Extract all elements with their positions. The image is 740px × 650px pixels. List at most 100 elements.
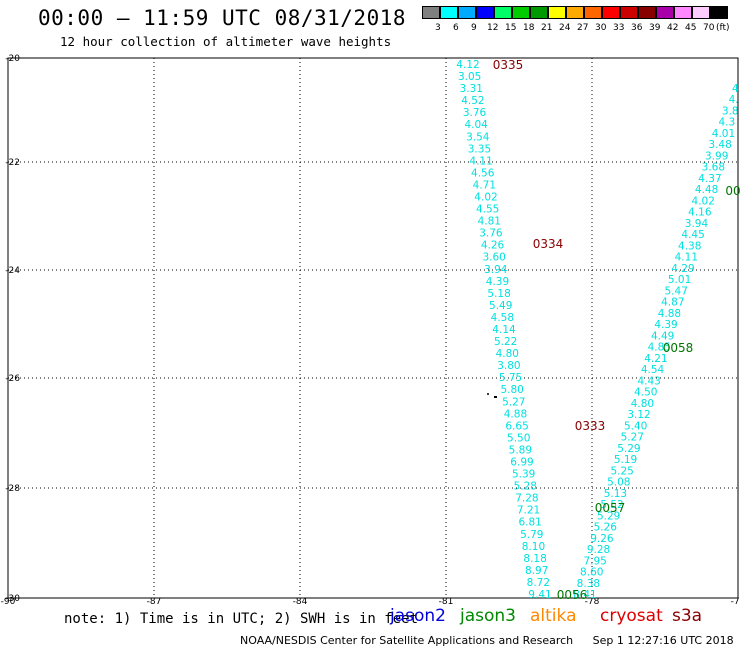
wave-height-value: 4.11: [675, 252, 698, 264]
color-swatch: [530, 6, 548, 19]
wave-height-value: 7.28: [515, 493, 538, 505]
pass-time-label: 00: [725, 184, 740, 198]
page-subtitle: 12 hour collection of altimeter wave hei…: [60, 34, 392, 49]
wave-height-value: 6.99: [510, 457, 533, 469]
wave-height-value: 4.71: [473, 179, 496, 191]
wave-height-value: 4.88: [504, 408, 527, 420]
wave-height-value: 4.39: [654, 319, 677, 331]
color-scale-label: 30: [595, 23, 607, 33]
wave-height-value: 4.29: [671, 263, 694, 275]
color-scale-label: 24: [559, 23, 571, 33]
wave-height-value: 7.21: [517, 505, 540, 517]
wave-height-value: 3.76: [479, 228, 503, 240]
wave-height-value: 3.76: [463, 107, 487, 119]
color-scale-label: 18: [523, 23, 535, 33]
wave-height-value: 4.54: [641, 364, 665, 376]
wave-height-value: 5.89: [509, 444, 532, 456]
wave-height-value: 6.81: [518, 517, 541, 529]
latitude-label: -22: [5, 158, 20, 168]
color-scale-label: 3: [435, 23, 441, 33]
wave-height-value: 5.27: [502, 396, 525, 408]
wave-height-value: 9.26: [590, 533, 614, 545]
wave-height-value: 4.21: [644, 353, 667, 365]
color-swatch: [710, 6, 728, 19]
wave-height-value: 4.81: [478, 216, 501, 228]
color-scale-label: 6: [453, 23, 459, 33]
color-swatch: [548, 6, 566, 19]
page-title: 00:00 – 11:59 UTC 08/31/2018: [38, 6, 407, 30]
data-point-marker: [487, 393, 489, 395]
wave-height-map[interactable]: -20-22-24-26-28-30-90-87-84-81-78-75 4.1…: [0, 0, 740, 605]
wave-height-value: 7.95: [583, 555, 606, 567]
wave-height-value: 3.94: [484, 264, 508, 276]
wave-height-value: 4.38: [678, 240, 701, 252]
wave-height-value: 8.38: [577, 578, 600, 590]
pass-time-label: 0335: [493, 58, 524, 72]
footer-source: NOAA/NESDIS Center for Satellite Applica…: [240, 634, 574, 647]
color-scale-label: 33: [613, 23, 625, 33]
latitude-label: -24: [5, 266, 20, 276]
color-swatch: [656, 6, 674, 19]
wave-height-value: 4.01: [712, 128, 735, 140]
wave-height-value: 5.27: [621, 432, 644, 444]
latitude-label: -30: [5, 594, 20, 604]
wave-height-value: 4.39: [486, 276, 509, 288]
wave-height-value: 3.8: [722, 105, 739, 117]
color-swatch: [692, 6, 710, 19]
longitude-label: -84: [293, 597, 308, 605]
wave-height-value: 4.55: [476, 204, 499, 216]
wave-height-value: 3.48: [708, 139, 731, 151]
longitude-label: -81: [439, 597, 454, 605]
wave-height-value: 5.26: [594, 522, 618, 534]
wave-height-value: 5.08: [607, 477, 630, 489]
wave-height-value: 5.18: [487, 288, 510, 300]
color-swatch: [458, 6, 476, 19]
wave-height-value: 4.80: [496, 348, 519, 360]
wave-height-value: 4.45: [681, 229, 704, 241]
satellite-name: jason3: [460, 606, 516, 626]
wave-height-value: 8.10: [522, 541, 545, 553]
wave-height-value: 6.65: [505, 420, 528, 432]
wave-height-value: 4.88: [658, 308, 681, 320]
wave-height-value: 4.80: [631, 398, 654, 410]
pass-time-label: 0057: [595, 501, 626, 515]
color-swatch: [566, 6, 584, 19]
wave-height-value: 9.28: [587, 544, 610, 556]
wave-height-value: 5.79: [520, 529, 543, 541]
color-scale-label: 36: [631, 23, 643, 33]
color-scale-label: 12: [487, 23, 499, 33]
longitude-label: -78: [585, 597, 600, 605]
wave-height-value: 8.60: [580, 567, 603, 579]
wave-height-value: 4.48: [695, 184, 718, 196]
wave-height-value: 4.52: [461, 95, 484, 107]
wave-height-value: 4.58: [491, 312, 514, 324]
wave-height-value: 5.29: [617, 443, 640, 455]
pass-time-label: 0058: [663, 341, 694, 355]
color-swatch: [440, 6, 458, 19]
wave-height-value: 5.25: [610, 465, 633, 477]
wave-height-value: 5.39: [512, 469, 535, 481]
wave-height-value: 5.47: [665, 285, 688, 297]
latitude-label: -28: [5, 484, 20, 494]
units-note: note: 1) Time is in UTC; 2) SWH is in fe…: [64, 611, 419, 627]
wave-height-value: 4.37: [698, 173, 721, 185]
color-scale-label: 21: [541, 23, 553, 33]
wave-height-value: 5.28: [514, 481, 537, 493]
map-frame: [7, 57, 739, 599]
pass-time-labels: 0335 0334 0333 00 0058 0057 0056: [493, 58, 740, 602]
wave-height-value: 4.26: [481, 240, 505, 252]
color-scale-unit: (ft): [716, 23, 730, 33]
footer-timestamp: Sep 1 12:27:16 UTC 2018: [592, 634, 734, 647]
latitude-label: -26: [5, 374, 20, 384]
wave-height-value: 9.41: [528, 589, 551, 601]
color-scale-label: 39: [649, 23, 661, 33]
satellite-name: altika: [530, 606, 577, 626]
wave-height-value: 4.: [729, 94, 739, 106]
footer-credit: NOAA/NESDIS Center for Satellite Applica…: [240, 634, 734, 647]
wave-height-value: 3.35: [468, 143, 491, 155]
wave-height-value: 3.60: [482, 252, 505, 264]
wave-height-value: 5.50: [507, 432, 530, 444]
longitude-label: -75: [731, 597, 740, 605]
color-swatch: [638, 6, 656, 19]
longitude-label: -87: [147, 597, 162, 605]
